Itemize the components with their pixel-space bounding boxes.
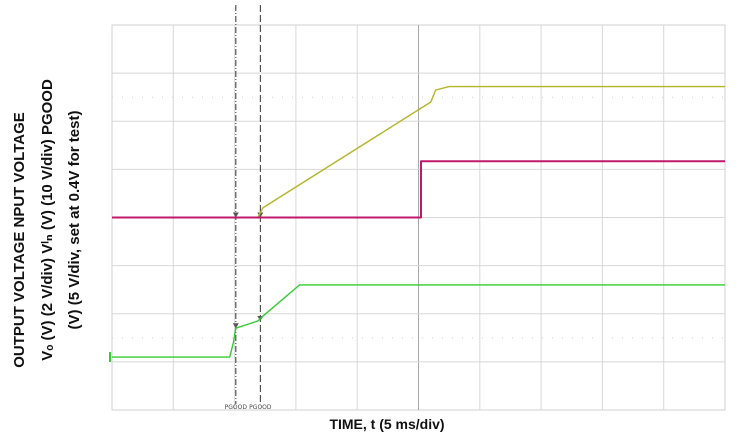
y-axis-label-line-2: Vₒ (V) (2 V/div) Vᴵₙ (V) (10 V/div) PGOO… (39, 79, 56, 361)
trace-line-2 (112, 160, 725, 219)
cursor-markers: PGOOD PGOOD (225, 5, 272, 411)
y-axis-label-line-3: (V) (5 V/div, set at 0.4V for test) (66, 111, 83, 330)
marker-2-label: PGOOD (249, 404, 272, 411)
trace-line-3 (112, 284, 725, 358)
y-axis-label-line-1: OUTPUT VOLTAGE NPUT VOLTAGE (11, 112, 28, 368)
x-axis-label: TIME, t (5 ms/div) (329, 416, 444, 432)
marker-1-label: PGOOD (225, 404, 248, 411)
marker-1-trace-tick (232, 212, 239, 218)
y-axis-label: OUTPUT VOLTAGE NPUT VOLTAGE Vₒ (V) (2 V/… (11, 79, 83, 368)
ground-reference-marker (109, 352, 111, 363)
scope-traces (109, 85, 725, 363)
marker-1-trace-tick (232, 323, 239, 329)
marker-2-trace-tick (257, 212, 264, 218)
